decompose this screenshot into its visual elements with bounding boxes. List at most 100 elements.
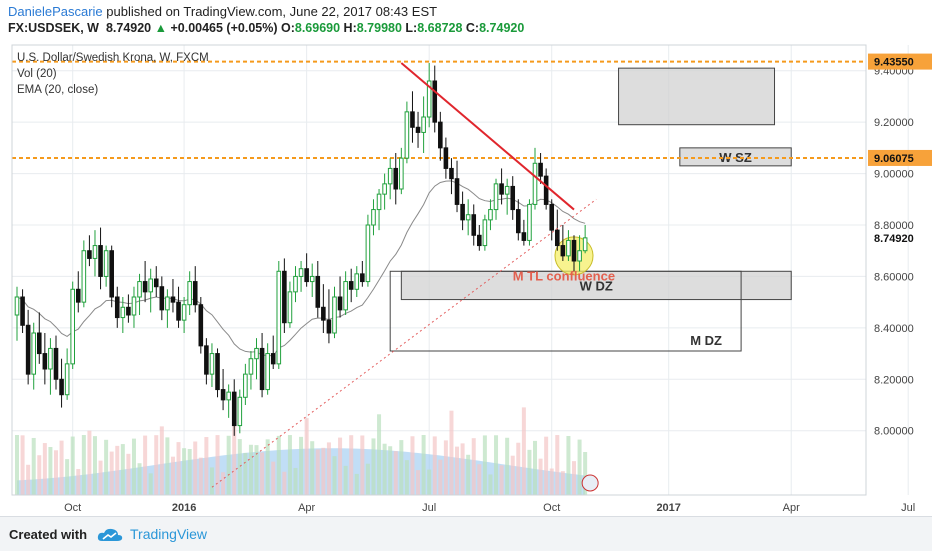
volume-bar [455,446,460,495]
candle-body [259,347,265,391]
candle-body [571,239,577,262]
candles-layer [14,63,588,436]
candle-body [560,245,566,257]
volume-bar [516,442,521,495]
tradingview-brand[interactable]: TradingView [130,526,208,542]
candle-body [382,183,387,195]
high-value: 8.79980 [356,21,402,35]
candle-body [92,245,98,259]
candle-body [287,291,293,324]
candle-body [309,275,315,283]
volume-bar [37,455,42,495]
volume-bar [53,450,58,495]
volume-bar [343,465,348,495]
candle-body [532,162,538,205]
volume-bar [560,471,565,495]
price-chart[interactable]: W SZW DZM DZ M TL confluence 9.400009.20… [0,0,932,516]
candle-body [126,306,131,316]
candle-body [566,239,571,257]
symbol-label: FX:USDSEK, W [8,21,99,35]
volume-bar [232,422,237,495]
y-tick-label: 9.20000 [874,117,914,129]
volume-bar [360,435,365,495]
volume-bar [70,436,75,495]
candle-body [360,273,365,283]
volume-bar [131,438,136,495]
candle-body [332,296,337,334]
candle-body [36,332,42,355]
candle-body [438,121,443,149]
candle-body [209,353,215,375]
volume-bar [577,439,582,495]
volume-bar [388,446,393,495]
candle-body [170,296,176,303]
volume-bar [98,460,103,495]
volume-bar [315,449,320,495]
volume-bar [449,410,454,495]
candle-body [159,286,165,311]
volume-bar [87,430,92,495]
volume-bar [282,471,287,495]
candle-body [504,185,510,195]
volume-bar [198,457,203,495]
volume-bar [583,452,588,495]
volume-bar [176,442,181,495]
volume-bar [287,435,292,495]
volume-bar [104,439,109,495]
volume-bar [488,474,493,495]
x-tick-label: Oct [64,502,81,514]
volume-bar [538,458,543,495]
volume-bar [460,443,465,495]
candle-body [231,391,237,427]
low-label: L: [405,21,418,35]
candle-body [488,209,493,221]
candle-body [48,347,53,370]
low-value: 8.68728 [417,21,463,35]
candle-body [165,296,170,311]
candle-body [254,347,259,360]
volume-bar [15,435,19,495]
volume-bar [477,464,482,495]
candle-body [220,389,226,401]
candle-body [527,203,532,241]
volume-bar [416,470,421,495]
volume-bar [482,435,487,495]
candle-body [554,229,560,247]
candle-body [237,396,243,427]
candle-body [31,332,37,375]
candle-body [304,268,309,283]
volume-bar [226,435,231,495]
candle-body [521,232,527,241]
candle-body [64,363,70,396]
volume-bar [243,452,248,495]
candle-body [465,214,471,221]
event-flag-icon [581,474,599,492]
candle-body [98,245,103,277]
candle-body [454,178,460,205]
y-tick-label: 8.00000 [874,426,914,438]
candle-body [549,203,555,231]
volume-bar [566,436,571,495]
candle-body [393,167,399,190]
candle-body [142,281,148,293]
ema-indicator-label: EMA (20, close) [17,84,98,96]
volume-bar [494,435,499,495]
zone-box [618,67,776,126]
candle-body [510,185,516,211]
volume-bar [237,439,242,495]
candle-body [326,319,332,334]
chart-header: DanielePascarie published on TradingView… [8,3,524,37]
y-tick-label: 8.80000 [874,220,914,232]
volume-bar [187,449,192,495]
volume-bar [92,436,97,495]
footer-bar: Created with TradingView [0,516,932,551]
volume-bar [76,469,81,495]
levels-layer [12,60,866,159]
x-tick-label: 2016 [172,502,196,514]
candle-body [343,281,348,311]
created-with-label: Created with [9,527,88,542]
x-tick-label: Apr [298,502,315,514]
candle-body [25,324,31,375]
volume-bar [438,459,443,495]
author-link[interactable]: DanielePascarie [8,4,103,19]
